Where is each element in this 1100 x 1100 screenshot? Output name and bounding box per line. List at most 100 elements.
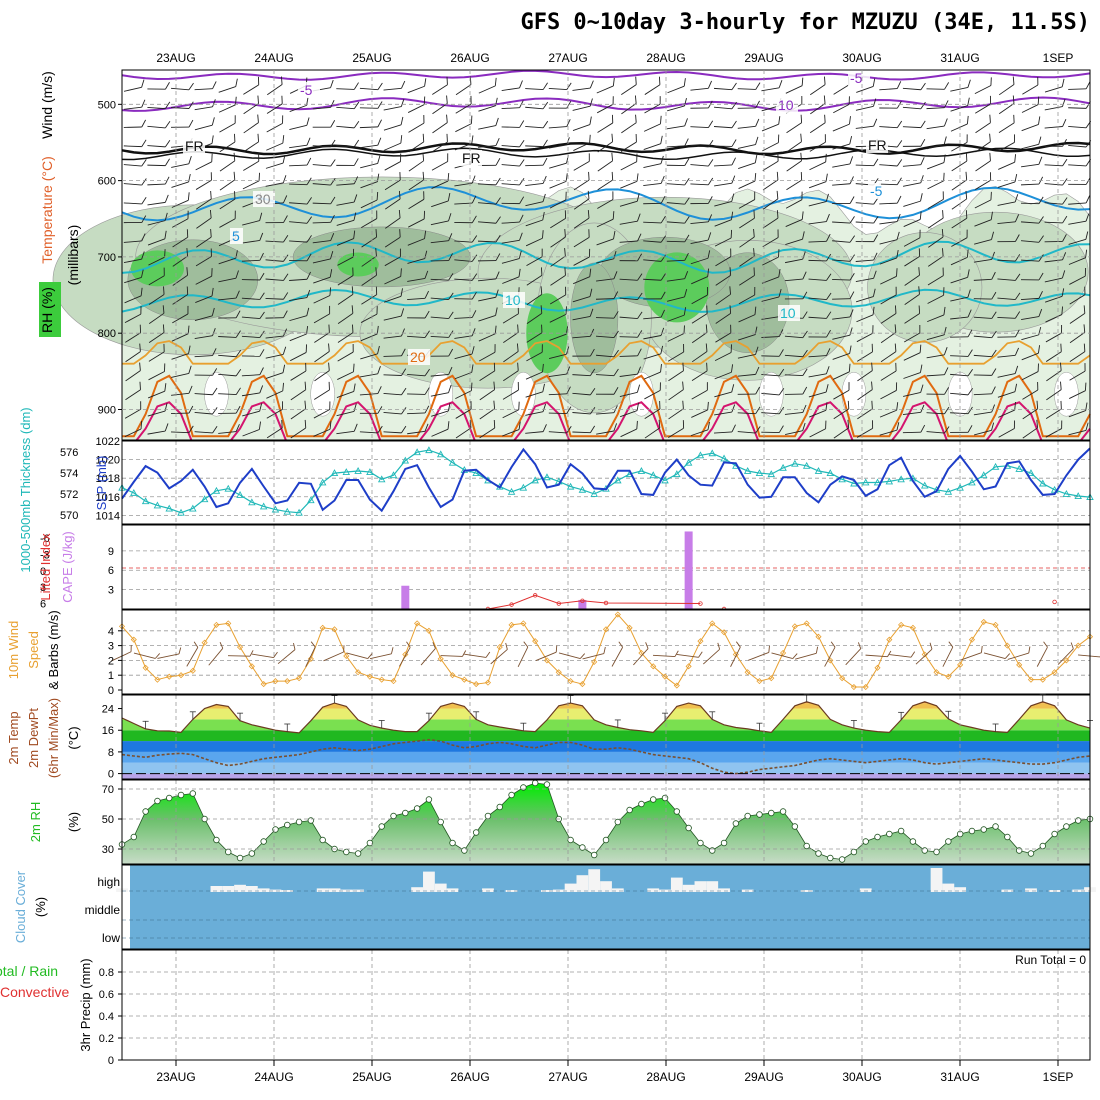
high-cloud-bar — [694, 881, 707, 892]
wind-barb — [619, 348, 642, 357]
thickness-point — [826, 469, 835, 477]
wind-barb-staff — [1069, 275, 1086, 285]
wind-barb — [691, 324, 708, 344]
wind-barb — [597, 171, 614, 191]
wind-barb — [407, 290, 430, 301]
wind-barb-staff — [572, 87, 591, 91]
wind-barb-flag — [377, 425, 383, 434]
wind-barb-staff — [501, 183, 520, 186]
wind-barb-staff — [548, 412, 567, 414]
wind-barb — [243, 153, 260, 171]
wind-barb-flag — [330, 119, 336, 128]
surface-barb-flag — [178, 647, 182, 655]
wind-barb-staff — [832, 316, 851, 320]
date-label-top: 25AUG — [352, 51, 391, 65]
wind-barb-flag — [731, 157, 736, 166]
wind-speed-label: Speed — [26, 631, 41, 669]
wind-barb-staff — [715, 256, 732, 267]
wind-barb — [715, 248, 732, 267]
contour-label-bg — [868, 183, 881, 199]
wind-barb-flag — [707, 401, 709, 411]
wind-barb-flag — [540, 267, 543, 276]
wind-barb-flag — [1084, 382, 1087, 391]
surface-barb-flag — [273, 651, 278, 658]
wind-barb-flag — [707, 214, 713, 223]
wind-barb-staff — [312, 145, 331, 148]
rh-point — [413, 805, 421, 812]
rh-point — [307, 817, 315, 824]
wind-barb — [360, 191, 379, 209]
rh-point — [744, 812, 751, 820]
wind-barb — [808, 193, 829, 207]
thickness-point — [330, 469, 339, 477]
cloud-cover-label: Cloud Cover — [13, 870, 28, 943]
wind-barb-staff — [501, 87, 520, 91]
wind-barb — [123, 233, 146, 243]
high-cloud-bar — [482, 888, 494, 892]
wind-barb-flag — [777, 229, 779, 238]
wind-barb-flag — [330, 251, 334, 260]
wind-barb — [408, 191, 425, 210]
wind-barb-staff — [124, 408, 141, 419]
wind-barb-flag — [942, 191, 944, 200]
wind-barb-staff — [643, 371, 661, 380]
wind-barb-staff — [997, 354, 1016, 358]
wind-barb-flag — [304, 400, 307, 409]
wind-barb — [243, 76, 260, 95]
temp-tick: 24 — [102, 704, 114, 716]
wind-barb — [360, 325, 379, 342]
wind-barb-staff — [194, 335, 213, 340]
cloud-level-high: high — [97, 875, 120, 889]
wind-barb-staff — [290, 408, 306, 420]
wind-barb-flag — [990, 77, 992, 86]
thickness-point — [295, 508, 303, 516]
wind-barb — [407, 387, 430, 395]
wind-barb-staff — [548, 353, 567, 359]
wind-barb-staff — [337, 312, 354, 324]
wind-barb-staff — [974, 429, 992, 436]
wind-speed-point — [248, 663, 255, 670]
wind-barb-staff — [739, 217, 755, 229]
wind-barb-staff — [147, 220, 166, 226]
wind-barb-flag — [637, 348, 642, 357]
wind-barb — [1069, 324, 1086, 344]
wind-barb — [715, 305, 732, 324]
wind-barb-staff — [219, 141, 236, 153]
wind-barb — [902, 82, 926, 91]
wind-barb — [525, 424, 547, 434]
wind-barb — [974, 211, 993, 227]
wind-barb — [384, 135, 403, 151]
wind-barb-flag — [943, 154, 946, 163]
wind-barb-flag — [186, 286, 189, 295]
thickness-point — [1074, 492, 1082, 499]
wind-barb — [880, 286, 897, 305]
wind-barb-staff — [595, 374, 615, 377]
contour-label-bg — [183, 138, 205, 154]
wind-barb-flag — [849, 273, 855, 281]
wind-barb-staff — [832, 240, 851, 243]
wind-barb — [761, 116, 781, 132]
wind-barb — [643, 195, 666, 205]
wind-barb-flag — [731, 120, 737, 129]
surface-wind-barb — [1057, 642, 1074, 665]
wind-barb-flag — [187, 325, 190, 334]
wind-barb — [526, 305, 543, 324]
wind-barb — [926, 426, 950, 434]
wind-barb-staff — [430, 392, 449, 397]
wind-barb-staff — [454, 353, 473, 360]
wind-barb — [737, 136, 759, 149]
wind-barb-flag — [259, 292, 265, 300]
rh-point — [862, 838, 869, 845]
thickness-point — [968, 478, 976, 486]
wind-barb-flag — [353, 363, 355, 372]
wind-barb-staff — [359, 107, 378, 109]
wind-barb-flag — [1062, 215, 1068, 224]
wind-barb-staff — [218, 86, 236, 93]
wind-barb-staff — [643, 221, 662, 224]
wind-barb-staff — [147, 125, 166, 129]
wind-barb-staff — [1046, 389, 1062, 401]
wind-barb-flag — [401, 348, 406, 357]
precip-tick: 0 — [108, 1055, 114, 1067]
wind-barb-flag — [873, 158, 879, 166]
wind-barb-flag — [755, 118, 760, 127]
